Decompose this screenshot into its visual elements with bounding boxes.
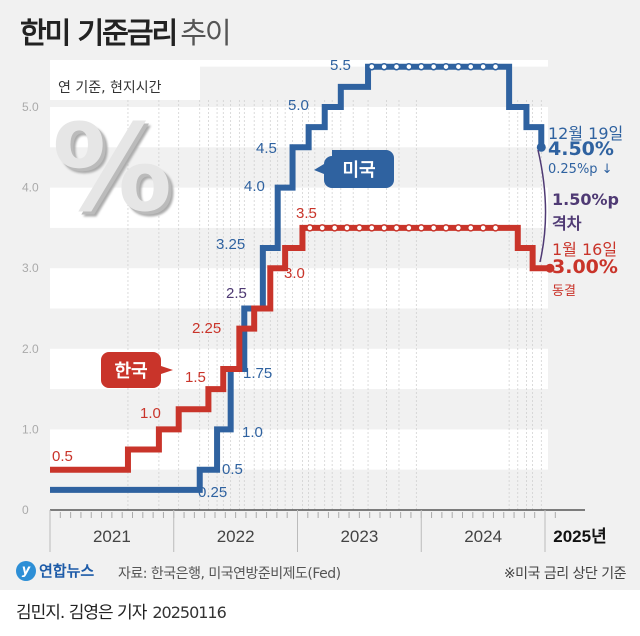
hold-dot-korea xyxy=(392,224,401,232)
grid-stripe xyxy=(50,389,548,430)
byline-date: 20250116 xyxy=(152,603,226,622)
kr-change: 동결 xyxy=(552,284,576,299)
hold-dot-korea xyxy=(318,224,326,232)
title-light: 추이 xyxy=(180,16,231,50)
percent-icon: % xyxy=(52,100,173,239)
hold-dot-us xyxy=(442,62,450,71)
y-tick-label: 5.0 xyxy=(22,100,39,114)
series-end-dot xyxy=(536,142,546,152)
us-date: 12월 19일 xyxy=(548,124,624,143)
gap-value: 1.50%p xyxy=(552,190,619,209)
grid-stripe xyxy=(50,308,548,349)
source: 자료: 한국은행, 미국연방준비제도(Fed) xyxy=(118,566,341,582)
hold-dot-us xyxy=(467,62,475,71)
hold-dot-korea xyxy=(355,224,364,232)
y-tick-label: 2.0 xyxy=(22,342,39,356)
data-label-us: 0.25 xyxy=(198,484,227,501)
us-rate: 4.50% xyxy=(548,138,614,160)
hold-dot-us xyxy=(368,62,376,71)
unit-note: 연 기준, 현지시간 xyxy=(58,80,162,96)
hold-dot-korea xyxy=(368,224,376,232)
hold-dot-korea xyxy=(491,224,500,232)
data-label-korea: 1.0 xyxy=(140,405,161,422)
kr-date: 1월 16일 xyxy=(552,240,618,259)
hold-dot-korea xyxy=(479,224,487,232)
yonhap-logo: y 연합뉴스 xyxy=(16,560,94,581)
hold-dot-korea xyxy=(343,224,351,232)
data-label-korea: 3.0 xyxy=(284,265,305,282)
hold-dot-korea xyxy=(380,224,388,232)
hold-dot-korea xyxy=(417,224,425,232)
hold-dot-korea xyxy=(442,224,450,232)
hold-dot-us xyxy=(405,62,413,71)
legend-label-us: 미국 xyxy=(342,160,375,181)
grid-stripe xyxy=(50,147,548,188)
x-tick-label: 2024 xyxy=(464,527,502,546)
footnote: ※미국 금리 상단 기준 xyxy=(503,566,627,582)
data-label-us: 4.0 xyxy=(244,178,265,195)
hold-dot-us xyxy=(491,62,500,71)
logo-text: 연합뉴스 xyxy=(39,562,95,580)
legend-badge-us xyxy=(314,150,394,188)
data-label-korea: 3.5 xyxy=(296,205,317,222)
y-tick-label: 3.0 xyxy=(22,261,39,275)
footer: 김민지. 김영은 기자 20250116 xyxy=(0,590,640,636)
legend-badge-korea xyxy=(101,352,173,388)
hold-dot-us xyxy=(479,62,487,71)
data-label-korea: 2.25 xyxy=(192,320,221,337)
y-tick-label: 4.0 xyxy=(22,181,39,195)
series-line-us xyxy=(50,63,545,493)
logo-mark-icon: y xyxy=(16,560,36,581)
hold-dot-korea xyxy=(330,224,339,232)
kr-rate: 3.00% xyxy=(552,256,618,278)
hold-dot-us xyxy=(454,62,463,71)
plot-background xyxy=(50,60,548,510)
y-tick-label: 1.0 xyxy=(22,422,39,436)
data-label-korea: 1.5 xyxy=(185,369,206,386)
x-tick-label: 2023 xyxy=(340,527,378,546)
data-label-us: 1.0 xyxy=(242,424,263,441)
hold-dot-korea xyxy=(454,224,463,232)
data-label-us: 3.25 xyxy=(216,236,245,253)
hold-dot-korea xyxy=(429,224,438,232)
byline-authors: 김민지. 김영은 기자 xyxy=(16,603,147,623)
legend-label-korea: 한국 xyxy=(114,361,147,382)
y-tick-label: 0 xyxy=(22,503,29,517)
data-label-us: 2.5 xyxy=(226,285,247,302)
title-bold: 한미 기준금리 xyxy=(20,16,178,50)
data-label-us: 0.5 xyxy=(222,461,243,478)
hold-dot-korea xyxy=(405,224,413,232)
data-label-us: 4.5 xyxy=(256,140,277,157)
page-title: 한미 기준금리 추이 xyxy=(20,10,232,52)
data-label-us: 5.5 xyxy=(330,57,351,74)
hold-dot-us xyxy=(380,62,388,71)
hold-dot-us xyxy=(392,62,401,71)
data-label-us: 5.0 xyxy=(288,97,309,114)
hold-dot-us xyxy=(429,62,438,71)
gap-bracket xyxy=(537,149,547,263)
x-tick-label: 2022 xyxy=(217,527,255,546)
x-tick-label: 2021 xyxy=(93,527,131,546)
hold-dot-korea xyxy=(467,224,475,232)
byline: 김민지. 김영은 기자 20250116 xyxy=(16,598,227,623)
us-change: 0.25%p ↓ xyxy=(548,162,613,177)
series-end-dot xyxy=(545,263,555,273)
hold-dot-korea xyxy=(306,224,314,232)
x-tick-label: 2025년 xyxy=(553,527,606,546)
data-label-korea: 0.5 xyxy=(52,448,73,465)
data-label-us: 1.75 xyxy=(243,365,272,382)
gap-label: 격차 xyxy=(552,214,582,233)
unit-box xyxy=(50,60,200,100)
hold-dot-us xyxy=(417,62,425,71)
